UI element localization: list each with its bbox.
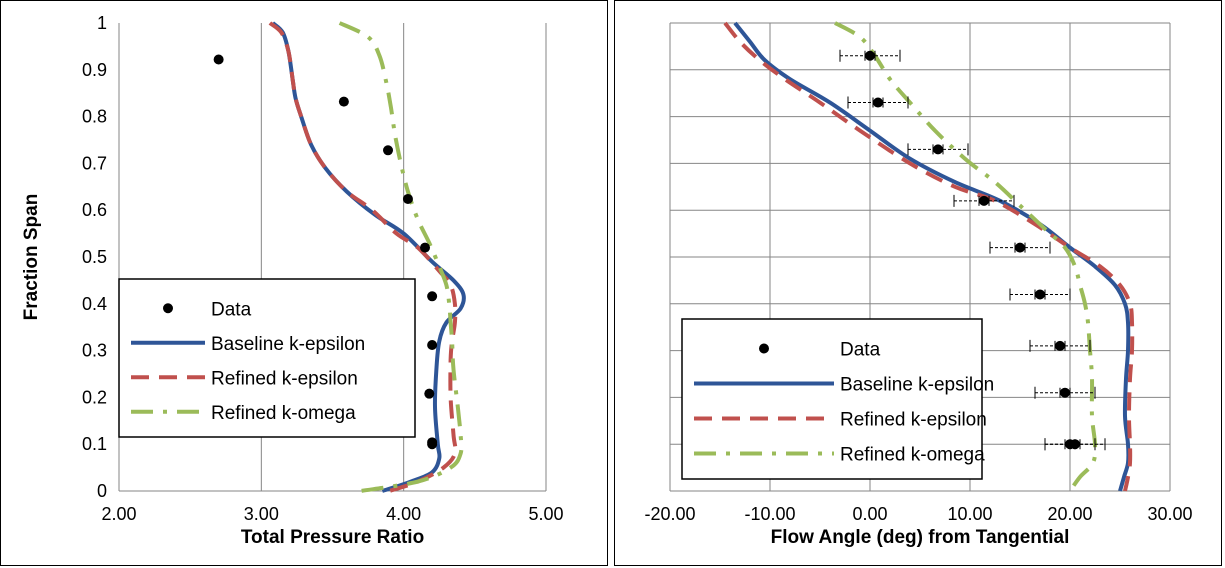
- data-point: [873, 97, 883, 108]
- series-line-refined-k-epsilon: [723, 21, 1135, 492]
- series-line-refined-k-epsilon: [268, 21, 458, 493]
- x-tick-label: 3.00: [244, 504, 279, 524]
- data-point: [1065, 439, 1075, 450]
- x-tick-label: 30.00: [1147, 504, 1192, 524]
- data-point: [979, 195, 989, 206]
- y-tick-label: 0.2: [82, 387, 107, 407]
- y-tick-label: 0: [97, 481, 107, 501]
- data-point: [427, 339, 438, 350]
- data-point: [865, 50, 875, 61]
- flow-angle-chart-panel: -20.00 -10.00 0.00 10.00 20.00 30.00 Flow Angl…: [614, 0, 1222, 566]
- legend-label: Baseline k-epsilon: [211, 334, 365, 355]
- x-tick-label: 0.00: [852, 504, 887, 524]
- x-tick-label: 10.00: [947, 504, 992, 524]
- y-tick-label: 0.1: [82, 434, 107, 454]
- y-tick-label: 1: [97, 13, 107, 33]
- legend-label: Baseline k-epsilon: [840, 375, 994, 396]
- legend-label: Data: [840, 340, 881, 361]
- x-tick-label: 4.00: [386, 504, 421, 524]
- x-tick-label: 20.00: [1047, 504, 1092, 524]
- y-tick-label: 0.7: [82, 153, 107, 173]
- y-tick-label: 0.3: [82, 341, 107, 361]
- legend-label: Refined k-omega: [211, 403, 356, 424]
- data-point: [402, 193, 413, 204]
- y-tick-label: 0.8: [82, 107, 107, 127]
- data-point: [338, 96, 349, 107]
- legend-label: Refined k-omega: [840, 445, 985, 466]
- flow-angle-chart: -20.00 -10.00 0.00 10.00 20.00 30.00 Flow Angl…: [644, 21, 1193, 548]
- data-point: [1035, 289, 1045, 300]
- series-line-baseline-k-epsilon: [271, 21, 466, 493]
- x-tick-label: -20.00: [644, 504, 695, 524]
- series-line-refined-k-omega: [834, 21, 1098, 493]
- legend-symbol-data: [759, 343, 769, 354]
- legend-label: Refined k-epsilon: [211, 368, 358, 389]
- y-tick-label: 0.5: [82, 247, 107, 267]
- data-point: [427, 291, 438, 302]
- data-point: [383, 145, 394, 156]
- x-tick-label: -10.00: [744, 504, 795, 524]
- y-tick-label: 0.9: [82, 60, 107, 80]
- plot-area: [723, 21, 1135, 493]
- data-point: [933, 144, 943, 155]
- data-point: [1060, 387, 1070, 398]
- x-axis-title: Flow Angle (deg) from Tangential: [771, 527, 1070, 548]
- y-tick-label: 0.6: [82, 200, 107, 220]
- x-tick-label: 2.00: [101, 504, 136, 524]
- data-point: [1015, 242, 1025, 253]
- data-point: [213, 54, 224, 65]
- pressure-ratio-chart: 2.00 3.00 4.00 5.00 0 0.1 0.2 0.3 0.4 0.5 0.6 0.7 0.…: [21, 13, 564, 548]
- data-point: [420, 242, 431, 253]
- pressure-ratio-chart-panel: 2.00 3.00 4.00 5.00 0 0.1 0.2 0.3 0.4 0.5 0.6 0.7 0.…: [0, 0, 608, 566]
- x-tick-label: 5.00: [528, 504, 563, 524]
- legend-symbol-data: [163, 303, 173, 314]
- data-point: [1055, 340, 1065, 351]
- data-point: [424, 388, 435, 399]
- y-axis-title: Fraction Span: [21, 194, 42, 321]
- legend-label: Refined k-epsilon: [840, 410, 987, 431]
- y-tick-label: 0.4: [82, 294, 107, 314]
- plot-area: [213, 21, 466, 493]
- legend-label: Data: [211, 299, 252, 320]
- series-line-refined-k-omega: [338, 21, 464, 493]
- data-point: [427, 439, 438, 450]
- x-axis-title: Total Pressure Ratio: [241, 527, 424, 548]
